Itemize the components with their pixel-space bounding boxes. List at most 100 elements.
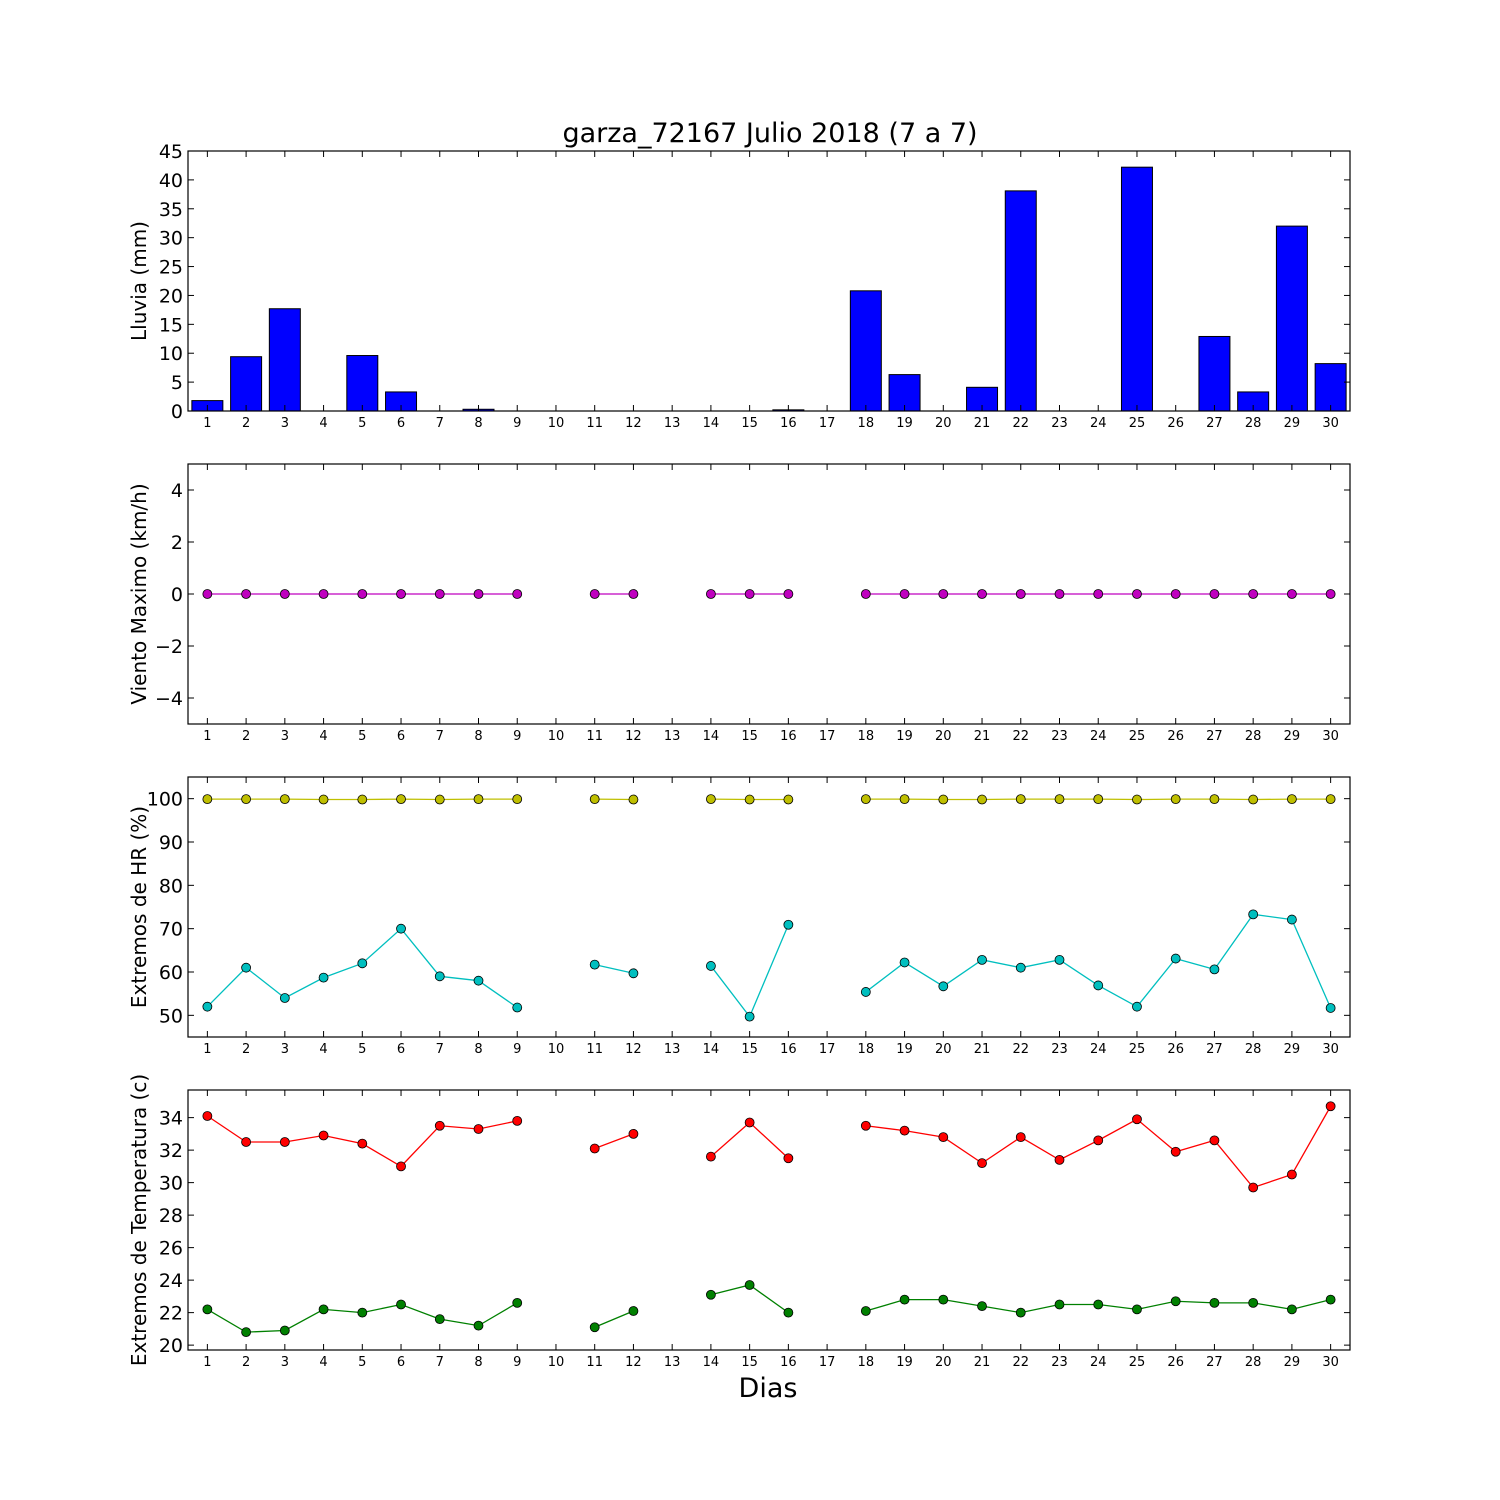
series-1-point-day-11 <box>589 794 600 804</box>
x-tick-label: 12 <box>625 416 642 431</box>
x-tick-label: 10 <box>548 1355 565 1370</box>
series-1-point-day-14 <box>706 589 716 599</box>
y-axis-label: Viento Maximo (km/h) <box>127 483 151 704</box>
y-tick-label: 30 <box>159 228 183 250</box>
series-2-point-day-11 <box>589 1322 600 1333</box>
series-1-point-day-7 <box>434 794 445 805</box>
series-1-point-day-15 <box>744 794 755 805</box>
x-tick-label: 5 <box>358 1355 366 1370</box>
x-tick-label: 20 <box>935 416 952 431</box>
series-2-point-day-12 <box>628 1306 639 1316</box>
series-2-point-day-3 <box>279 993 290 1003</box>
x-tick-label: 23 <box>1051 1042 1068 1057</box>
x-tick-label: 26 <box>1167 416 1184 431</box>
x-tick-label: 12 <box>625 1355 642 1370</box>
x-tick-label: 14 <box>703 729 720 744</box>
series-1-point-day-19 <box>899 794 910 804</box>
series-1-point-day-4 <box>318 794 329 805</box>
series-2-point-day-3 <box>279 1325 290 1336</box>
y-tick-label: 60 <box>159 962 183 984</box>
series-2-point-day-14 <box>706 961 716 971</box>
x-tick-label: 16 <box>780 1042 797 1057</box>
x-tick-label: 25 <box>1129 1042 1146 1057</box>
series-1-point-day-25 <box>1132 1114 1142 1125</box>
series-2-point-day-28 <box>1248 1297 1259 1308</box>
x-tick-label: 3 <box>281 1042 289 1057</box>
x-tick-label: 21 <box>974 416 991 431</box>
y-tick-label: 4 <box>171 480 183 502</box>
x-tick-label: 20 <box>935 1042 952 1057</box>
bar-day-30 <box>1314 363 1347 412</box>
series-1-point-day-5 <box>357 589 368 599</box>
series-2-point-day-19 <box>899 957 910 968</box>
y-tick-label: 90 <box>159 832 183 854</box>
series-2-point-day-16 <box>783 1307 794 1318</box>
x-tick-label: 13 <box>664 1355 681 1370</box>
x-tick-label: 26 <box>1167 1042 1184 1057</box>
series-2-point-day-18 <box>860 1306 871 1316</box>
chart-title: garza_72167 Julio 2018 (7 a 7) <box>562 118 977 149</box>
x-tick-label: 27 <box>1206 1042 1223 1057</box>
x-tick-label: 27 <box>1206 729 1223 744</box>
series-1-point-day-28 <box>1248 589 1259 599</box>
x-tick-label: 16 <box>780 416 797 431</box>
x-tick-label: 23 <box>1051 1355 1068 1370</box>
series-1-point-day-2 <box>241 794 252 804</box>
y-tick-label: 50 <box>159 1005 183 1027</box>
x-tick-label: 9 <box>513 1042 521 1057</box>
axes-frame <box>187 776 1351 1038</box>
axes-frame <box>187 1089 1351 1351</box>
x-tick-label: 19 <box>896 729 913 744</box>
series-1-point-day-15 <box>744 1117 755 1128</box>
x-tick-label: 30 <box>1322 1042 1339 1057</box>
series-1-point-day-27 <box>1209 1135 1220 1146</box>
series-1-point-day-7 <box>434 1120 445 1131</box>
series-2-point-day-28 <box>1248 909 1259 920</box>
bar-day-2 <box>230 356 263 412</box>
series-1-point-day-23 <box>1054 794 1065 804</box>
series-2-point-day-24 <box>1093 980 1104 991</box>
series-1-point-day-8 <box>473 589 484 599</box>
series-1-point-day-9 <box>512 1115 523 1126</box>
series-2-point-day-21 <box>977 1301 987 1312</box>
series-2-point-day-27 <box>1209 1297 1220 1308</box>
x-tick-label: 18 <box>858 729 875 744</box>
y-axis-label: Extremos de HR (%) <box>127 806 151 1008</box>
series-1-point-day-21 <box>977 1158 987 1169</box>
x-tick-label: 18 <box>858 416 875 431</box>
series-1-point-day-14 <box>706 1151 716 1162</box>
series-1-point-day-19 <box>899 1125 910 1136</box>
series-2-point-day-22 <box>1015 962 1026 973</box>
series-2-point-day-9 <box>512 1297 523 1308</box>
series-1-point-day-4 <box>318 589 329 599</box>
x-tick-label: 18 <box>858 1355 875 1370</box>
series-1-point-day-19 <box>899 589 910 599</box>
series-2-point-day-14 <box>706 1289 716 1300</box>
series-1-point-day-25 <box>1132 794 1142 805</box>
x-tick-label: 19 <box>896 416 913 431</box>
x-tick-label: 10 <box>548 1042 565 1057</box>
bar-day-3 <box>268 308 301 412</box>
series-2-point-day-15 <box>744 1280 755 1290</box>
series-1-point-day-12 <box>628 794 639 805</box>
x-tick-label: 13 <box>664 1042 681 1057</box>
series-1-point-day-16 <box>783 1153 794 1164</box>
x-tick-label: 28 <box>1245 416 1262 431</box>
x-tick-label: 24 <box>1090 416 1107 431</box>
series-2-point-day-6 <box>396 1299 406 1310</box>
series-2-point-day-22 <box>1015 1307 1026 1318</box>
series-1-point-day-26 <box>1170 1146 1181 1157</box>
series-2-point-day-15 <box>744 1011 755 1022</box>
series-1-point-day-12 <box>628 589 639 599</box>
y-tick-label: 70 <box>159 919 183 941</box>
axes-frame <box>187 150 1351 412</box>
y-tick-label: 80 <box>159 875 183 897</box>
bar-day-18 <box>849 290 882 412</box>
series-1-point-day-5 <box>357 1138 368 1149</box>
series-1-line-segment-2 <box>594 1133 634 1150</box>
series-1-point-day-6 <box>396 794 406 804</box>
